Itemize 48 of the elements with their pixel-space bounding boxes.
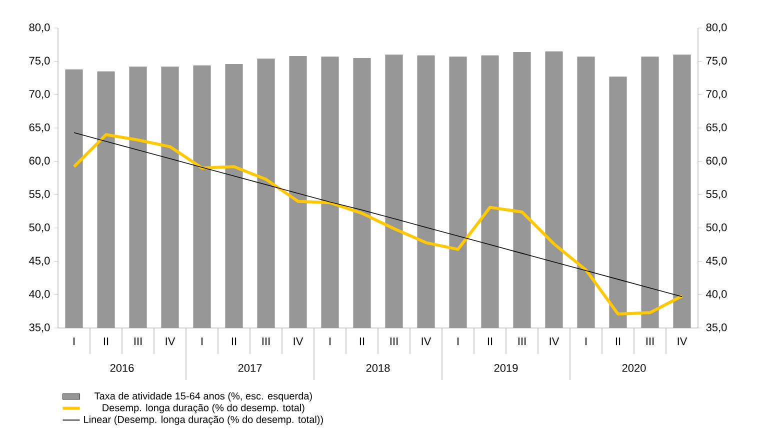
x-tick-label: III [390, 338, 398, 346]
text: 2019 [494, 364, 518, 372]
x-tick-label: I [329, 338, 331, 346]
y2-tick-label: 80,0 [706, 23, 727, 33]
y2-tick-label: 70,0 [706, 90, 727, 100]
legend-label: Linear (Desemp. longa duração (% do desemp. total)) [84, 416, 323, 426]
x-tick-label: IV [678, 338, 688, 346]
x-tick-label: II [360, 338, 364, 346]
y-tick-label: 45,0 [29, 256, 50, 266]
x-tick-label: IV [294, 338, 304, 346]
y-tick-label: 55,0 [29, 190, 50, 200]
x-tick-label: III [518, 338, 526, 346]
y-tick-label: 65,0 [29, 123, 50, 133]
y2-tick-label: 45,0 [706, 256, 727, 266]
y-tick-label: 50,0 [29, 223, 50, 233]
text: 2017 [238, 364, 262, 372]
x-tick-label: III [262, 338, 270, 346]
y2-tick-label: 40,0 [706, 290, 727, 300]
y2-tick-label: 55,0 [706, 190, 727, 200]
text: 2020 [622, 364, 646, 372]
y2-tick-label: 50,0 [706, 223, 727, 233]
x-tick-label: IV [166, 338, 176, 346]
x-tick-label: III [134, 338, 142, 346]
y-tick-label: 60,0 [29, 156, 50, 166]
x-tick-label: III [646, 338, 654, 346]
text: 2016 [110, 364, 134, 372]
x-tick-label: II [232, 338, 236, 346]
x-tick-label: II [616, 338, 620, 346]
y2-tick-label: 75,0 [706, 56, 727, 66]
x-tick-label: IV [422, 338, 432, 346]
y-tick-label: 80,0 [29, 23, 50, 33]
y2-tick-label: 35,0 [706, 323, 727, 333]
y2-tick-label: 60,0 [706, 156, 727, 166]
x-tick-label: IV [550, 338, 560, 346]
y-tick-label: 70,0 [29, 90, 50, 100]
y-tick-label: 40,0 [29, 290, 50, 300]
x-tick-label: II [488, 338, 492, 346]
x-tick-label: I [74, 338, 75, 346]
y-tick-label: 35,0 [29, 323, 50, 333]
legend-label: Taxa de atividade 15-64 anos (%, esc. esquerda) [94, 392, 312, 402]
legend-label: Desemp. longa duração (% do desemp. total) [102, 404, 304, 414]
y-tick-label: 75,0 [29, 56, 50, 66]
x-tick-label: I [585, 338, 587, 346]
x-tick-label: I [457, 338, 459, 346]
x-tick-label: II [104, 338, 108, 346]
y2-tick-label: 65,0 [706, 123, 727, 133]
x-tick-label: I [201, 338, 203, 346]
text: 2018 [366, 364, 390, 372]
